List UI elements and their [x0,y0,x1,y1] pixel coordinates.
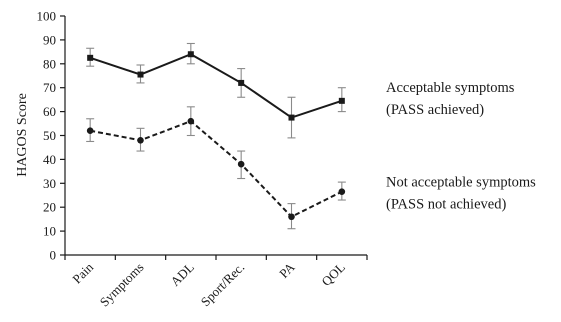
data-point-marker [137,136,144,144]
y-tick-label: 70 [43,80,56,95]
y-tick-label: 0 [50,248,57,263]
x-tick-label: ADL [167,259,197,289]
data-point-marker [187,117,195,125]
y-tick-label: 80 [43,56,56,71]
y-tick-label: 20 [43,200,56,215]
y-tick-label: 40 [43,152,56,167]
series-layer [86,42,346,230]
x-axis-ticks: Pain Symptoms ADL Sport/Rec. PA QOL [64,255,368,310]
series-2-label-line-2: (PASS not achieved) [386,197,506,213]
y-axis-ticks: 0 10 20 30 40 50 60 70 80 90 100 [37,9,65,263]
data-point-marker [338,188,346,195]
data-point-marker [187,51,194,58]
series-1-label-line-1: Acceptable symptoms [386,80,515,96]
x-tick-label: Sport/Rec. [198,260,248,310]
y-tick-label: 90 [43,32,56,47]
data-point-marker [137,71,144,78]
series-2-label-line-1: Not acceptable symptoms [386,175,536,191]
data-point-marker [237,160,245,168]
series-line [89,120,343,218]
y-tick-label: 100 [37,9,57,24]
series-1 [86,42,346,139]
data-point-marker [288,114,295,121]
series-annotations: Acceptable symptoms (PASS achieved) Not ac… [386,80,536,213]
y-tick-label: 10 [43,224,56,239]
y-tick-label: 30 [43,176,56,191]
x-tick-label: PA [276,259,298,281]
y-tick-label: 50 [43,128,56,143]
x-tick-label: Pain [69,259,96,286]
series-1-label-line-2: (PASS achieved) [386,102,484,118]
data-point-marker [87,54,94,61]
series-2 [86,106,346,230]
data-point-marker [238,79,245,86]
data-point-marker [86,127,94,135]
y-axis-title: HAGOS Score [15,93,30,177]
y-tick-label: 60 [43,104,56,119]
data-point-marker [338,97,345,104]
series-line [89,53,343,119]
data-point-marker [288,213,295,221]
x-tick-label: QOL [318,259,348,289]
x-tick-label: Symptoms [97,260,147,310]
